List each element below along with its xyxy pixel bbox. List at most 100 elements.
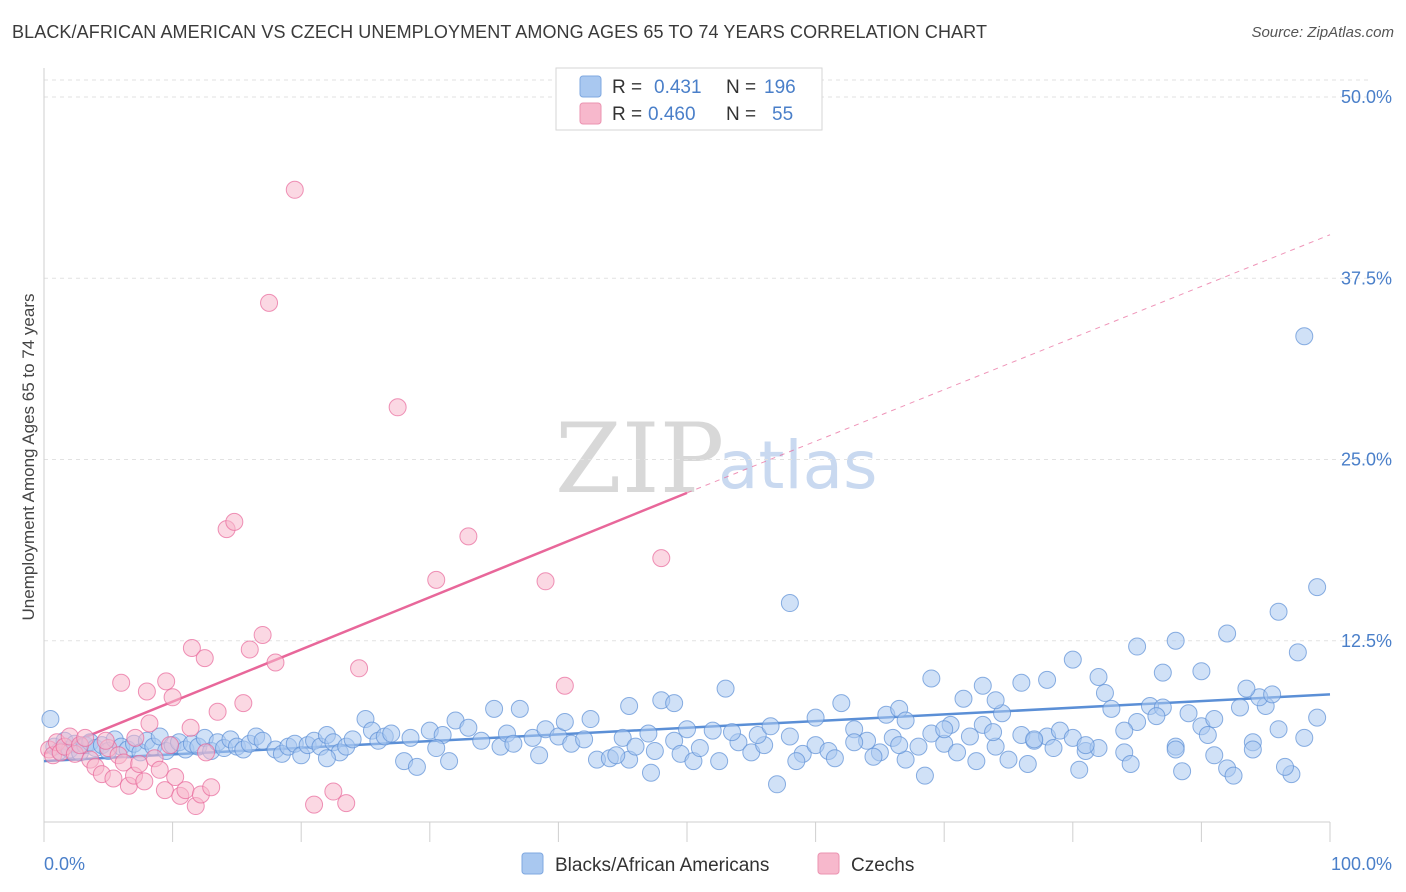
point-blacks-197 [1205, 710, 1224, 729]
point-blacks-172 [1063, 650, 1082, 669]
point-blacks-59 [440, 752, 459, 771]
point-czechs-54 [459, 527, 478, 546]
point-czechs-33 [126, 728, 145, 747]
y-tick-labels: 12.5% 25.0% 37.5% 50.0% [1341, 87, 1392, 651]
point-czechs-46 [266, 653, 285, 672]
bottom-legend-swatch-czechs [817, 852, 840, 875]
point-czechs-24 [161, 736, 180, 755]
point-blacks-87 [690, 739, 709, 758]
point-blacks-94 [768, 775, 787, 794]
point-blacks-79 [626, 737, 645, 756]
point-blacks-144 [1018, 755, 1037, 773]
point-czechs-36 [163, 688, 182, 707]
point-blacks-35 [253, 731, 272, 750]
point-blacks-72 [555, 712, 574, 731]
point-czechs-27 [176, 781, 195, 800]
point-blacks-80 [639, 724, 658, 743]
y-axis-label: Unemployment Among Ages 65 to 74 years [19, 294, 38, 621]
point-blacks-130 [1230, 698, 1249, 717]
point-blacks-158 [1095, 683, 1114, 702]
point-blacks-85 [678, 720, 696, 739]
point-blacks-120 [1102, 699, 1121, 718]
point-blacks-112 [999, 750, 1018, 769]
legend-r-value-blacks: 0.431 [654, 77, 702, 98]
point-blacks-149 [1275, 757, 1294, 776]
y-tick-label-1: 25.0% [1341, 450, 1392, 470]
point-blacks-81 [645, 741, 664, 760]
point-blacks-164 [1269, 602, 1288, 621]
point-czechs-56 [555, 676, 574, 695]
point-blacks-150 [581, 710, 600, 729]
point-blacks-140 [787, 752, 806, 771]
point-blacks-168 [1128, 637, 1147, 656]
x-tick-min: 0.0% [44, 854, 85, 874]
legend-r-value-czechs: 0.460 [648, 104, 696, 125]
point-blacks-174 [973, 676, 992, 695]
point-czechs-43 [240, 640, 259, 659]
point-blacks-143 [967, 752, 986, 771]
point-blacks-56 [407, 757, 426, 776]
point-blacks-153 [825, 749, 844, 768]
point-czechs-35 [157, 672, 176, 691]
legend-swatch-czechs [579, 102, 602, 125]
point-czechs-19 [135, 772, 154, 791]
point-czechs-48 [305, 795, 324, 814]
point-blacks-187 [761, 717, 780, 736]
y-tick-label-2: 37.5% [1341, 268, 1392, 288]
point-blacks-141 [864, 747, 883, 766]
trend-extension-czechs [686, 234, 1331, 494]
point-blacks-89 [710, 752, 729, 771]
point-blacks-128 [1205, 746, 1224, 765]
point-blacks-108 [948, 743, 967, 762]
point-blacks-192 [984, 723, 1003, 742]
point-blacks-122 [1128, 712, 1147, 731]
point-czechs-44 [253, 625, 272, 644]
point-blacks-69 [530, 746, 549, 765]
point-blacks-74 [575, 730, 594, 749]
point-czechs-31 [197, 743, 216, 762]
point-blacks-53 [382, 724, 401, 743]
point-czechs-20 [140, 714, 159, 733]
point-blacks-48 [343, 730, 362, 749]
point-blacks-66 [504, 734, 523, 753]
point-blacks-159 [1147, 707, 1166, 726]
point-blacks-77 [613, 728, 632, 747]
point-blacks-135 [1295, 728, 1314, 747]
point-czechs-51 [350, 659, 369, 678]
point-czechs-49 [324, 782, 343, 801]
point-blacks-178 [1089, 668, 1108, 686]
point-blacks-157 [1044, 739, 1063, 758]
series-legend: Blacks/African Americans Czechs [521, 852, 914, 876]
point-blacks-136 [1308, 708, 1327, 727]
point-blacks-163 [1218, 624, 1237, 643]
point-czechs-37 [182, 639, 201, 657]
point-czechs-55 [536, 572, 555, 591]
point-blacks-126 [1179, 704, 1198, 723]
point-blacks-190 [896, 711, 915, 730]
point-blacks-186 [723, 723, 742, 742]
trend-line-czechs [43, 491, 688, 756]
point-czechs-53 [427, 570, 446, 589]
point-blacks-170 [1237, 679, 1256, 698]
point-blacks-90 [716, 679, 735, 698]
point-czechs-42 [234, 694, 253, 713]
point-blacks-179 [1012, 673, 1031, 692]
x-tick-max: 100.0% [1331, 854, 1392, 874]
point-blacks-167 [1295, 327, 1314, 346]
legend-n-label-czechs: N = [726, 104, 756, 125]
point-blacks-160 [1198, 726, 1217, 744]
point-czechs-41 [225, 512, 244, 531]
y-tick-label-0: 12.5% [1341, 631, 1392, 651]
point-blacks-175 [922, 669, 941, 688]
point-blacks-68 [523, 728, 542, 747]
point-czechs-25 [166, 768, 185, 787]
point-blacks-184 [620, 697, 639, 715]
point-czechs-57 [652, 549, 671, 568]
point-blacks-189 [845, 733, 864, 752]
point-czechs-47 [285, 180, 304, 199]
legend-n-label-blacks: N = [726, 77, 756, 98]
point-czechs-59 [96, 731, 115, 750]
point-czechs-50 [337, 794, 356, 813]
point-blacks-133 [1269, 720, 1288, 739]
bottom-legend-swatch-blacks [521, 852, 544, 875]
